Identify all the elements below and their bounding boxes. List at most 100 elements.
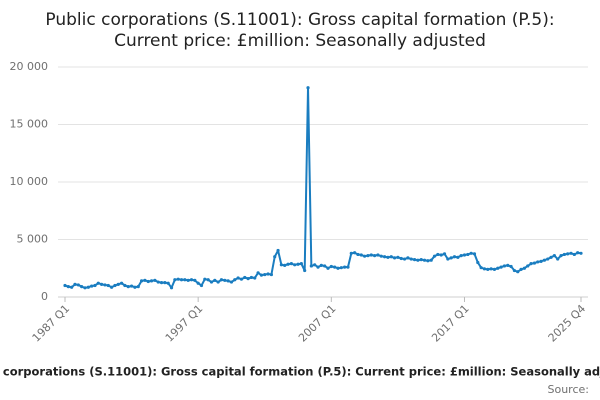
data-point <box>83 286 87 290</box>
data-point <box>456 255 460 259</box>
data-point <box>309 264 313 268</box>
data-point <box>276 248 280 253</box>
x-tick-label: 1987 Q1 <box>30 302 73 345</box>
series-line <box>64 86 582 289</box>
data-point <box>469 251 473 255</box>
data-point <box>363 254 367 258</box>
data-point <box>466 252 470 257</box>
data-point <box>119 281 124 285</box>
data-point <box>153 278 157 282</box>
data-point <box>243 275 247 280</box>
data-point <box>492 267 497 271</box>
data-point <box>223 278 227 282</box>
data-point <box>193 278 197 282</box>
data-point <box>552 254 556 258</box>
data-point <box>486 267 490 271</box>
data-point <box>296 262 300 266</box>
data-point <box>226 279 230 283</box>
data-point <box>239 277 244 281</box>
data-point <box>199 283 204 288</box>
data-point <box>263 272 267 277</box>
data-point <box>149 279 154 283</box>
data-point <box>392 256 397 260</box>
data-point <box>526 264 530 268</box>
source: Source: <box>548 383 590 396</box>
data-point <box>499 265 503 269</box>
data-point <box>396 255 400 259</box>
data-point <box>572 252 576 257</box>
data-point <box>566 252 570 256</box>
x-tick-label: 2017 Q1 <box>429 302 472 345</box>
chart-title: Public corporations (S.11001): Gross cap… <box>45 10 554 30</box>
data-point <box>409 257 413 261</box>
data-point <box>189 278 194 282</box>
data-point <box>349 251 353 255</box>
data-point <box>216 280 220 284</box>
data-point <box>449 256 453 260</box>
data-point <box>556 257 560 261</box>
data-point <box>539 259 543 263</box>
y-tick-label: 20 000 <box>10 60 49 73</box>
data-point <box>446 257 450 261</box>
data-point <box>159 281 164 285</box>
data-point <box>353 251 357 255</box>
data-point <box>416 258 420 262</box>
data-point <box>436 252 440 257</box>
data-point <box>146 279 150 284</box>
data-point <box>576 251 580 255</box>
data-point <box>426 259 430 263</box>
data-point <box>442 252 447 256</box>
data-point <box>93 283 97 288</box>
data-point <box>116 282 120 286</box>
data-point <box>269 272 273 277</box>
data-point <box>359 253 363 257</box>
data-point <box>519 267 523 271</box>
data-point <box>163 281 167 285</box>
data-point <box>506 263 510 267</box>
data-point <box>562 252 566 257</box>
data-point <box>266 272 270 276</box>
data-point <box>213 278 217 282</box>
data-point <box>183 278 187 282</box>
data-point <box>63 283 67 288</box>
data-point <box>73 282 77 286</box>
data-point <box>546 257 550 261</box>
data-point <box>313 263 317 267</box>
data-point <box>126 285 130 289</box>
data-point <box>133 285 137 289</box>
data-point <box>70 285 74 289</box>
data-point <box>303 268 307 273</box>
data-point <box>579 251 583 255</box>
x-tick-label: 2025 Q4 <box>546 302 589 345</box>
data-point <box>110 285 114 289</box>
x-axis-label: Public corporations (S.11001): Gross cap… <box>0 365 600 379</box>
y-tick-label: 10 000 <box>10 175 49 188</box>
data-point <box>86 285 90 289</box>
data-point <box>143 278 147 282</box>
data-point <box>123 283 127 288</box>
data-point <box>479 266 483 270</box>
data-point <box>323 264 327 268</box>
data-point <box>80 285 84 289</box>
data-point <box>343 265 347 269</box>
data-point <box>156 280 160 284</box>
data-point <box>286 262 290 266</box>
data-point <box>179 278 184 282</box>
data-point <box>233 278 237 282</box>
data-point <box>176 277 180 281</box>
data-point <box>532 261 536 265</box>
data-point <box>346 265 350 269</box>
data-point <box>306 86 310 90</box>
data-point <box>96 281 100 285</box>
data-point <box>549 255 553 259</box>
data-point <box>293 263 297 267</box>
data-point <box>376 253 380 257</box>
data-point <box>389 255 393 259</box>
data-point <box>386 255 390 259</box>
data-point <box>542 258 546 262</box>
data-point <box>422 258 427 262</box>
data-point <box>259 273 264 277</box>
data-point <box>369 253 373 257</box>
data-point <box>173 278 177 282</box>
